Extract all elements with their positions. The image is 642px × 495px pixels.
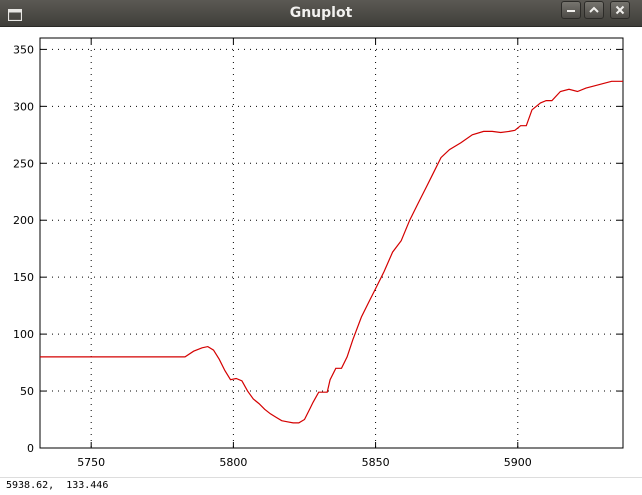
minimize-button[interactable]: [561, 1, 581, 19]
series-line: [40, 80, 623, 424]
y-tick-label: 0: [27, 442, 34, 455]
window-icon[interactable]: [7, 6, 23, 22]
status-bar: 5938.62, 133.446: [0, 477, 642, 495]
maximize-button[interactable]: [584, 1, 604, 19]
x-tick-label: 5800: [219, 456, 247, 469]
line-chart[interactable]: 0 50 100 150 200 250 300 350 5750 5800 5850 5900: [0, 27, 642, 477]
y-tick-label: 50: [20, 385, 34, 398]
mouse-coordinates: 5938.62, 133.446: [6, 480, 109, 491]
y-tick-label: 350: [13, 43, 34, 56]
y-tick-label: 250: [13, 157, 34, 170]
y-tick-label: 100: [13, 328, 34, 341]
y-tick-label: 300: [13, 100, 34, 113]
window-title: Gnuplot: [289, 5, 353, 21]
minimize-icon: [567, 10, 575, 12]
title-bar[interactable]: Gnuplot: [0, 0, 642, 27]
x-tick-label: 5850: [362, 456, 390, 469]
close-button[interactable]: [610, 1, 630, 19]
x-tick-label: 5900: [504, 456, 532, 469]
x-tick-label: 5750: [77, 456, 105, 469]
y-tick-label: 150: [13, 271, 34, 284]
close-icon: [615, 5, 625, 15]
maximize-icon: [589, 6, 599, 13]
plot-border: [39, 37, 624, 449]
plot-area[interactable]: 0 50 100 150 200 250 300 350 5750 5800 5850 5900: [0, 27, 642, 477]
y-tick-label: 200: [13, 214, 34, 227]
